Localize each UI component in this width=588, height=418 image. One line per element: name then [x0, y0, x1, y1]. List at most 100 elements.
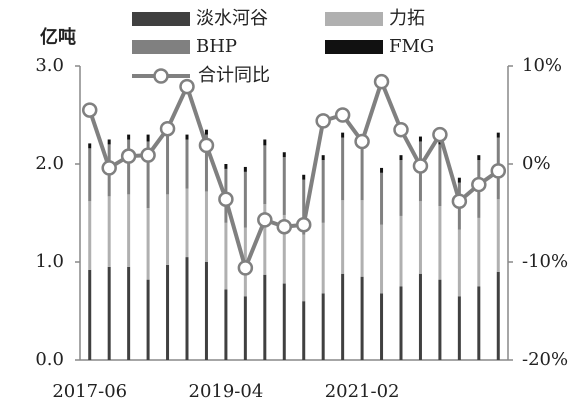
bar — [185, 139, 189, 189]
bar — [166, 194, 170, 265]
bar — [204, 134, 208, 192]
bar — [418, 136, 422, 142]
y-axis-label: 亿吨 — [40, 26, 76, 48]
bar — [224, 222, 228, 290]
line-marker — [295, 217, 312, 233]
bar — [127, 139, 131, 195]
line-marker — [120, 148, 137, 164]
bar — [263, 274, 267, 360]
bar — [477, 155, 481, 161]
bar — [185, 257, 189, 360]
bar — [282, 157, 286, 215]
bar — [496, 132, 500, 138]
x-tick-label: 2019-04 — [189, 381, 264, 402]
bar — [341, 137, 345, 201]
legend-label: 合计同比 — [198, 65, 270, 86]
bar — [127, 134, 131, 140]
bar — [88, 143, 92, 149]
bar — [204, 129, 208, 135]
legend-swatch — [132, 12, 190, 26]
legend-swatch — [325, 40, 383, 54]
legend-swatch — [325, 12, 383, 26]
bar — [399, 160, 403, 216]
line-marker — [179, 78, 195, 95]
bar — [243, 166, 247, 172]
bar — [204, 262, 208, 360]
bar — [243, 171, 247, 228]
bar — [204, 191, 208, 262]
y-tick-label: 1.0 — [35, 251, 64, 272]
bar — [263, 204, 267, 275]
line-marker — [140, 147, 156, 163]
line-marker — [218, 191, 234, 208]
bar — [399, 286, 403, 360]
bar — [185, 134, 189, 140]
legend-label: 力拓 — [389, 8, 425, 29]
line-marker — [471, 176, 487, 193]
bar — [263, 139, 267, 146]
bar — [302, 234, 306, 302]
bar — [146, 134, 150, 142]
y2-tick-label: -10% — [522, 251, 568, 272]
line-marker — [315, 113, 331, 129]
bar — [457, 229, 461, 297]
bar — [321, 293, 325, 360]
line-marker — [276, 218, 293, 235]
bar — [88, 269, 92, 360]
bar — [146, 208, 150, 280]
bar — [457, 296, 461, 360]
bar — [438, 279, 442, 360]
bar — [496, 199, 500, 272]
bar — [341, 273, 345, 360]
bar — [380, 172, 384, 225]
line-marker — [101, 160, 117, 176]
bar — [360, 139, 364, 201]
bar — [360, 276, 364, 360]
bar — [418, 273, 422, 360]
bar — [496, 271, 500, 360]
bar — [438, 144, 442, 207]
bar — [107, 139, 111, 145]
bar — [243, 296, 247, 360]
bar — [477, 217, 481, 287]
bar — [360, 200, 364, 277]
bar — [107, 266, 111, 360]
line-marker — [257, 212, 273, 228]
legend-swatch — [132, 40, 190, 54]
line-marker — [334, 107, 351, 123]
bar — [321, 222, 325, 294]
bar — [224, 289, 228, 360]
line-marker — [198, 137, 215, 154]
legend-marker — [153, 68, 169, 84]
line-marker — [412, 158, 429, 174]
bar — [166, 264, 170, 360]
bar — [321, 155, 325, 161]
y-tick-label: 2.0 — [35, 153, 64, 174]
line-marker — [81, 102, 98, 118]
bar — [88, 201, 92, 270]
y2-tick-label: 10% — [522, 55, 562, 76]
bar — [166, 135, 170, 195]
legend-label: 淡水河谷 — [196, 8, 268, 29]
bar — [146, 141, 150, 209]
line-marker — [432, 126, 448, 143]
bar — [341, 132, 345, 138]
bar — [282, 214, 286, 284]
y-tick-label: 0.0 — [35, 349, 64, 370]
bar — [127, 266, 131, 360]
bar — [88, 148, 92, 202]
x-tick-label: 2021-02 — [325, 381, 400, 402]
bar — [380, 293, 384, 360]
bar — [457, 177, 461, 183]
line-marker — [373, 73, 390, 90]
bar — [185, 188, 189, 258]
bar — [263, 145, 267, 205]
bar — [321, 160, 325, 223]
bar — [302, 179, 306, 235]
y-tick-label: 3.0 — [35, 55, 64, 76]
bar — [380, 167, 384, 173]
line — [87, 75, 500, 275]
bar — [418, 201, 422, 274]
bar — [282, 283, 286, 360]
line-marker — [490, 163, 507, 179]
